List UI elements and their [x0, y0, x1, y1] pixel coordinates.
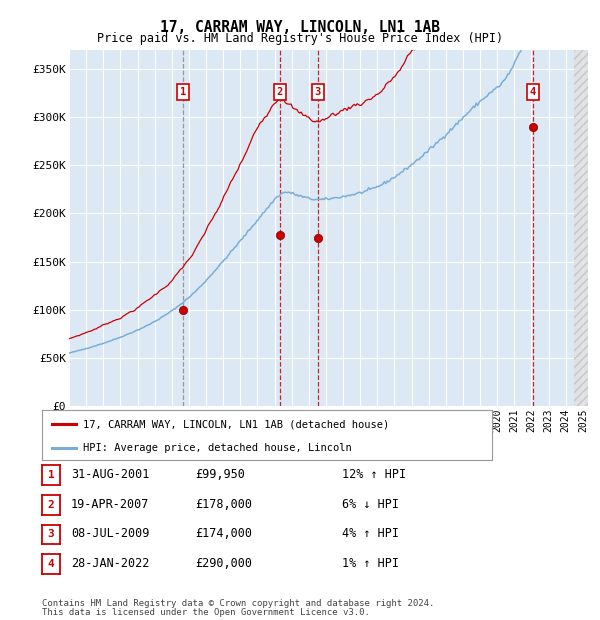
Text: 17, CARRAM WAY, LINCOLN, LN1 1AB (detached house): 17, CARRAM WAY, LINCOLN, LN1 1AB (detach…	[83, 419, 389, 429]
Text: Contains HM Land Registry data © Crown copyright and database right 2024.: Contains HM Land Registry data © Crown c…	[42, 600, 434, 608]
Text: 1: 1	[180, 87, 187, 97]
Text: 4: 4	[47, 559, 55, 569]
Text: £99,950: £99,950	[195, 468, 245, 481]
Text: 3: 3	[47, 529, 55, 539]
Text: £174,000: £174,000	[195, 528, 252, 540]
Text: 08-JUL-2009: 08-JUL-2009	[71, 528, 149, 540]
Text: 19-APR-2007: 19-APR-2007	[71, 498, 149, 510]
Text: 2: 2	[277, 87, 283, 97]
Text: 12% ↑ HPI: 12% ↑ HPI	[342, 468, 406, 481]
Text: This data is licensed under the Open Government Licence v3.0.: This data is licensed under the Open Gov…	[42, 608, 370, 617]
Text: 4% ↑ HPI: 4% ↑ HPI	[342, 528, 399, 540]
Text: 1: 1	[47, 470, 55, 480]
Text: 3: 3	[314, 87, 321, 97]
Text: 6% ↓ HPI: 6% ↓ HPI	[342, 498, 399, 510]
Text: £178,000: £178,000	[195, 498, 252, 510]
Text: 28-JAN-2022: 28-JAN-2022	[71, 557, 149, 570]
Text: HPI: Average price, detached house, Lincoln: HPI: Average price, detached house, Linc…	[83, 443, 351, 453]
Text: Price paid vs. HM Land Registry's House Price Index (HPI): Price paid vs. HM Land Registry's House …	[97, 32, 503, 45]
Text: 4: 4	[530, 87, 536, 97]
Text: 17, CARRAM WAY, LINCOLN, LN1 1AB: 17, CARRAM WAY, LINCOLN, LN1 1AB	[160, 20, 440, 35]
Text: £290,000: £290,000	[195, 557, 252, 570]
Text: 1% ↑ HPI: 1% ↑ HPI	[342, 557, 399, 570]
Text: 31-AUG-2001: 31-AUG-2001	[71, 468, 149, 481]
Text: 2: 2	[47, 500, 55, 510]
